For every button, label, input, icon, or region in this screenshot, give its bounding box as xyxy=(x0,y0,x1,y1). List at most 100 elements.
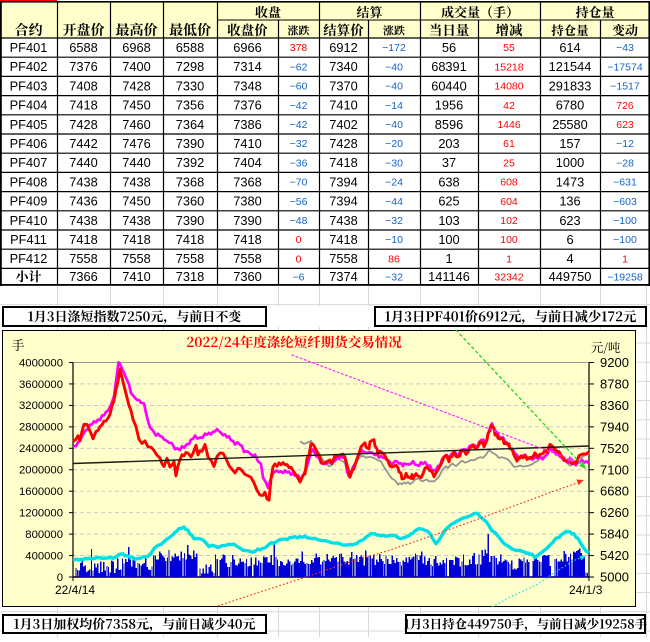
svg-text:400000: 400000 xyxy=(25,550,63,562)
svg-text:7390: 7390 xyxy=(176,136,204,151)
svg-text:−70: −70 xyxy=(290,177,308,189)
svg-text:7380: 7380 xyxy=(233,194,261,209)
svg-text:25: 25 xyxy=(503,157,515,169)
svg-text:−42: −42 xyxy=(290,100,308,112)
svg-text:7374: 7374 xyxy=(329,269,357,284)
svg-text:7364: 7364 xyxy=(176,117,204,132)
svg-text:−10: −10 xyxy=(385,234,403,246)
svg-text:24/1/3: 24/1/3 xyxy=(569,583,603,597)
svg-text:6912: 6912 xyxy=(329,40,357,55)
svg-text:1: 1 xyxy=(622,253,628,265)
svg-text:7450: 7450 xyxy=(122,98,150,113)
svg-text:PF406: PF406 xyxy=(10,136,48,151)
svg-text:PF409: PF409 xyxy=(10,194,48,209)
svg-text:7558: 7558 xyxy=(176,251,204,266)
svg-text:7450: 7450 xyxy=(122,194,150,209)
svg-text:6588: 6588 xyxy=(69,40,97,55)
svg-text:−6: −6 xyxy=(293,271,305,283)
svg-text:−28: −28 xyxy=(616,157,634,169)
svg-text:68391: 68391 xyxy=(431,59,467,74)
svg-text:−60: −60 xyxy=(290,81,308,93)
svg-text:7348: 7348 xyxy=(233,78,261,93)
svg-text:7340: 7340 xyxy=(329,59,357,74)
svg-text:638: 638 xyxy=(438,174,459,189)
svg-text:PF403: PF403 xyxy=(10,78,48,93)
svg-text:7400: 7400 xyxy=(122,59,150,74)
svg-text:1446: 1446 xyxy=(497,119,521,131)
svg-text:2400000: 2400000 xyxy=(19,443,63,455)
svg-text:5000: 5000 xyxy=(600,570,629,585)
svg-text:623: 623 xyxy=(559,213,580,228)
svg-text:−56: −56 xyxy=(290,196,308,208)
svg-text:PF405: PF405 xyxy=(10,117,48,132)
svg-text:7418: 7418 xyxy=(122,232,150,247)
svg-text:800000: 800000 xyxy=(25,529,63,541)
svg-text:7356: 7356 xyxy=(176,98,204,113)
svg-text:7520: 7520 xyxy=(600,441,629,456)
svg-text:6780: 6780 xyxy=(556,98,584,113)
svg-text:7318: 7318 xyxy=(176,269,204,284)
svg-text:−43: −43 xyxy=(616,42,634,54)
svg-text:7394: 7394 xyxy=(329,194,357,209)
svg-text:7404: 7404 xyxy=(233,155,261,170)
svg-text:726: 726 xyxy=(616,100,634,112)
svg-text:−62: −62 xyxy=(290,61,308,73)
svg-text:−603: −603 xyxy=(613,196,637,208)
svg-text:PF401: PF401 xyxy=(10,40,48,55)
svg-text:−32: −32 xyxy=(385,271,403,283)
svg-text:608: 608 xyxy=(500,177,518,189)
svg-text:PF411: PF411 xyxy=(10,232,47,247)
svg-text:7558: 7558 xyxy=(69,251,97,266)
svg-text:37: 37 xyxy=(442,155,456,170)
svg-text:7376: 7376 xyxy=(69,59,97,74)
svg-text:−40: −40 xyxy=(385,119,403,131)
svg-text:−40: −40 xyxy=(385,81,403,93)
svg-text:7440: 7440 xyxy=(69,155,97,170)
svg-text:2800000: 2800000 xyxy=(19,422,63,434)
svg-text:449750: 449750 xyxy=(549,269,592,284)
svg-text:6: 6 xyxy=(566,232,573,247)
svg-text:7368: 7368 xyxy=(233,174,261,189)
svg-text:7402: 7402 xyxy=(329,117,357,132)
svg-text:1000: 1000 xyxy=(556,155,584,170)
svg-text:−19258: −19258 xyxy=(607,271,642,283)
svg-text:7418: 7418 xyxy=(176,232,204,247)
svg-text:7360: 7360 xyxy=(233,269,261,284)
svg-text:7558: 7558 xyxy=(122,251,150,266)
svg-text:378: 378 xyxy=(290,42,308,54)
svg-text:121544: 121544 xyxy=(549,59,592,74)
svg-text:102: 102 xyxy=(500,215,518,227)
svg-text:141146: 141146 xyxy=(428,269,470,284)
svg-text:−48: −48 xyxy=(290,215,308,227)
svg-text:7436: 7436 xyxy=(69,194,97,209)
svg-text:4: 4 xyxy=(566,251,573,266)
svg-text:7418: 7418 xyxy=(329,232,357,247)
svg-text:7418: 7418 xyxy=(233,232,261,247)
svg-text:86: 86 xyxy=(388,253,400,265)
svg-text:623: 623 xyxy=(616,119,634,131)
svg-text:2000000: 2000000 xyxy=(19,465,63,477)
svg-text:6968: 6968 xyxy=(122,40,150,55)
svg-text:−40: −40 xyxy=(385,61,403,73)
svg-text:6588: 6588 xyxy=(176,40,204,55)
svg-text:22/4/14: 22/4/14 xyxy=(55,583,95,597)
svg-text:7100: 7100 xyxy=(600,462,629,477)
svg-text:−172: −172 xyxy=(382,42,406,54)
svg-text:7298: 7298 xyxy=(176,59,204,74)
svg-text:−32: −32 xyxy=(290,138,308,150)
svg-text:7438: 7438 xyxy=(69,213,97,228)
svg-text:60440: 60440 xyxy=(431,78,467,93)
svg-text:−30: −30 xyxy=(385,157,403,169)
svg-text:7558: 7558 xyxy=(233,251,261,266)
svg-text:61: 61 xyxy=(503,138,515,150)
svg-text:7360: 7360 xyxy=(176,194,204,209)
svg-text:7410: 7410 xyxy=(329,98,357,113)
svg-text:7392: 7392 xyxy=(176,155,204,170)
svg-text:291833: 291833 xyxy=(549,78,592,93)
svg-text:136: 136 xyxy=(559,194,580,209)
svg-text:−24: −24 xyxy=(385,177,403,189)
svg-text:PF408: PF408 xyxy=(10,174,48,189)
svg-text:7418: 7418 xyxy=(69,98,97,113)
svg-text:PF402: PF402 xyxy=(10,59,48,74)
svg-text:32342: 32342 xyxy=(494,271,523,283)
